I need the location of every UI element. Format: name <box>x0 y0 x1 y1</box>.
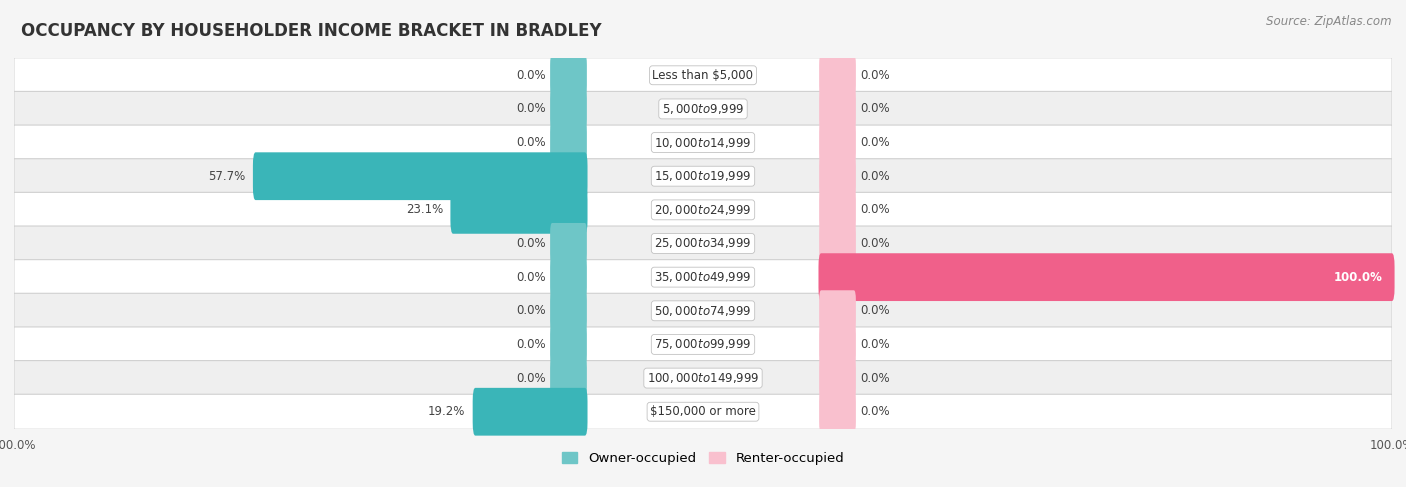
Text: OCCUPANCY BY HOUSEHOLDER INCOME BRACKET IN BRADLEY: OCCUPANCY BY HOUSEHOLDER INCOME BRACKET … <box>21 22 602 40</box>
FancyBboxPatch shape <box>550 357 586 399</box>
Text: $10,000 to $14,999: $10,000 to $14,999 <box>654 135 752 150</box>
FancyBboxPatch shape <box>14 58 1392 93</box>
Text: 0.0%: 0.0% <box>860 136 890 149</box>
FancyBboxPatch shape <box>820 156 856 197</box>
FancyBboxPatch shape <box>820 55 856 96</box>
Text: 0.0%: 0.0% <box>516 271 546 283</box>
FancyBboxPatch shape <box>550 324 586 365</box>
FancyBboxPatch shape <box>253 152 588 200</box>
Text: $35,000 to $49,999: $35,000 to $49,999 <box>654 270 752 284</box>
FancyBboxPatch shape <box>14 360 1392 395</box>
Text: $5,000 to $9,999: $5,000 to $9,999 <box>662 102 744 116</box>
FancyBboxPatch shape <box>820 88 856 130</box>
FancyBboxPatch shape <box>14 260 1392 295</box>
FancyBboxPatch shape <box>818 253 1395 301</box>
Text: 0.0%: 0.0% <box>860 372 890 385</box>
Text: $15,000 to $19,999: $15,000 to $19,999 <box>654 169 752 183</box>
Text: 57.7%: 57.7% <box>208 169 246 183</box>
FancyBboxPatch shape <box>820 290 856 331</box>
FancyBboxPatch shape <box>550 88 586 130</box>
FancyBboxPatch shape <box>14 226 1392 261</box>
FancyBboxPatch shape <box>550 122 586 163</box>
FancyBboxPatch shape <box>450 186 588 234</box>
Text: 0.0%: 0.0% <box>516 237 546 250</box>
FancyBboxPatch shape <box>14 293 1392 328</box>
Text: 0.0%: 0.0% <box>516 372 546 385</box>
Text: 0.0%: 0.0% <box>860 405 890 418</box>
FancyBboxPatch shape <box>550 55 586 96</box>
Text: 0.0%: 0.0% <box>516 338 546 351</box>
Text: $75,000 to $99,999: $75,000 to $99,999 <box>654 337 752 352</box>
FancyBboxPatch shape <box>820 223 856 264</box>
FancyBboxPatch shape <box>820 122 856 163</box>
Text: Less than $5,000: Less than $5,000 <box>652 69 754 82</box>
FancyBboxPatch shape <box>820 189 856 230</box>
Legend: Owner-occupied, Renter-occupied: Owner-occupied, Renter-occupied <box>557 447 849 470</box>
Text: 0.0%: 0.0% <box>860 204 890 216</box>
Text: Source: ZipAtlas.com: Source: ZipAtlas.com <box>1267 15 1392 28</box>
FancyBboxPatch shape <box>14 125 1392 160</box>
FancyBboxPatch shape <box>14 159 1392 194</box>
Text: $25,000 to $34,999: $25,000 to $34,999 <box>654 237 752 250</box>
FancyBboxPatch shape <box>550 290 586 331</box>
FancyBboxPatch shape <box>550 223 586 264</box>
FancyBboxPatch shape <box>820 324 856 365</box>
Text: 0.0%: 0.0% <box>516 136 546 149</box>
Text: $20,000 to $24,999: $20,000 to $24,999 <box>654 203 752 217</box>
Text: 0.0%: 0.0% <box>516 304 546 318</box>
FancyBboxPatch shape <box>14 192 1392 227</box>
FancyBboxPatch shape <box>820 357 856 399</box>
Text: 0.0%: 0.0% <box>860 338 890 351</box>
Text: 0.0%: 0.0% <box>516 102 546 115</box>
Text: 100.0%: 100.0% <box>1333 271 1382 283</box>
Text: 23.1%: 23.1% <box>406 204 443 216</box>
Text: $150,000 or more: $150,000 or more <box>650 405 756 418</box>
Text: 0.0%: 0.0% <box>860 69 890 82</box>
Text: 0.0%: 0.0% <box>860 169 890 183</box>
Text: 0.0%: 0.0% <box>516 69 546 82</box>
Text: $50,000 to $74,999: $50,000 to $74,999 <box>654 304 752 318</box>
Text: 19.2%: 19.2% <box>427 405 465 418</box>
FancyBboxPatch shape <box>472 388 588 436</box>
FancyBboxPatch shape <box>550 257 586 298</box>
Text: $100,000 to $149,999: $100,000 to $149,999 <box>647 371 759 385</box>
FancyBboxPatch shape <box>14 394 1392 429</box>
Text: 0.0%: 0.0% <box>860 237 890 250</box>
Text: 0.0%: 0.0% <box>860 304 890 318</box>
FancyBboxPatch shape <box>820 391 856 432</box>
Text: 0.0%: 0.0% <box>860 102 890 115</box>
FancyBboxPatch shape <box>14 327 1392 362</box>
FancyBboxPatch shape <box>14 92 1392 127</box>
